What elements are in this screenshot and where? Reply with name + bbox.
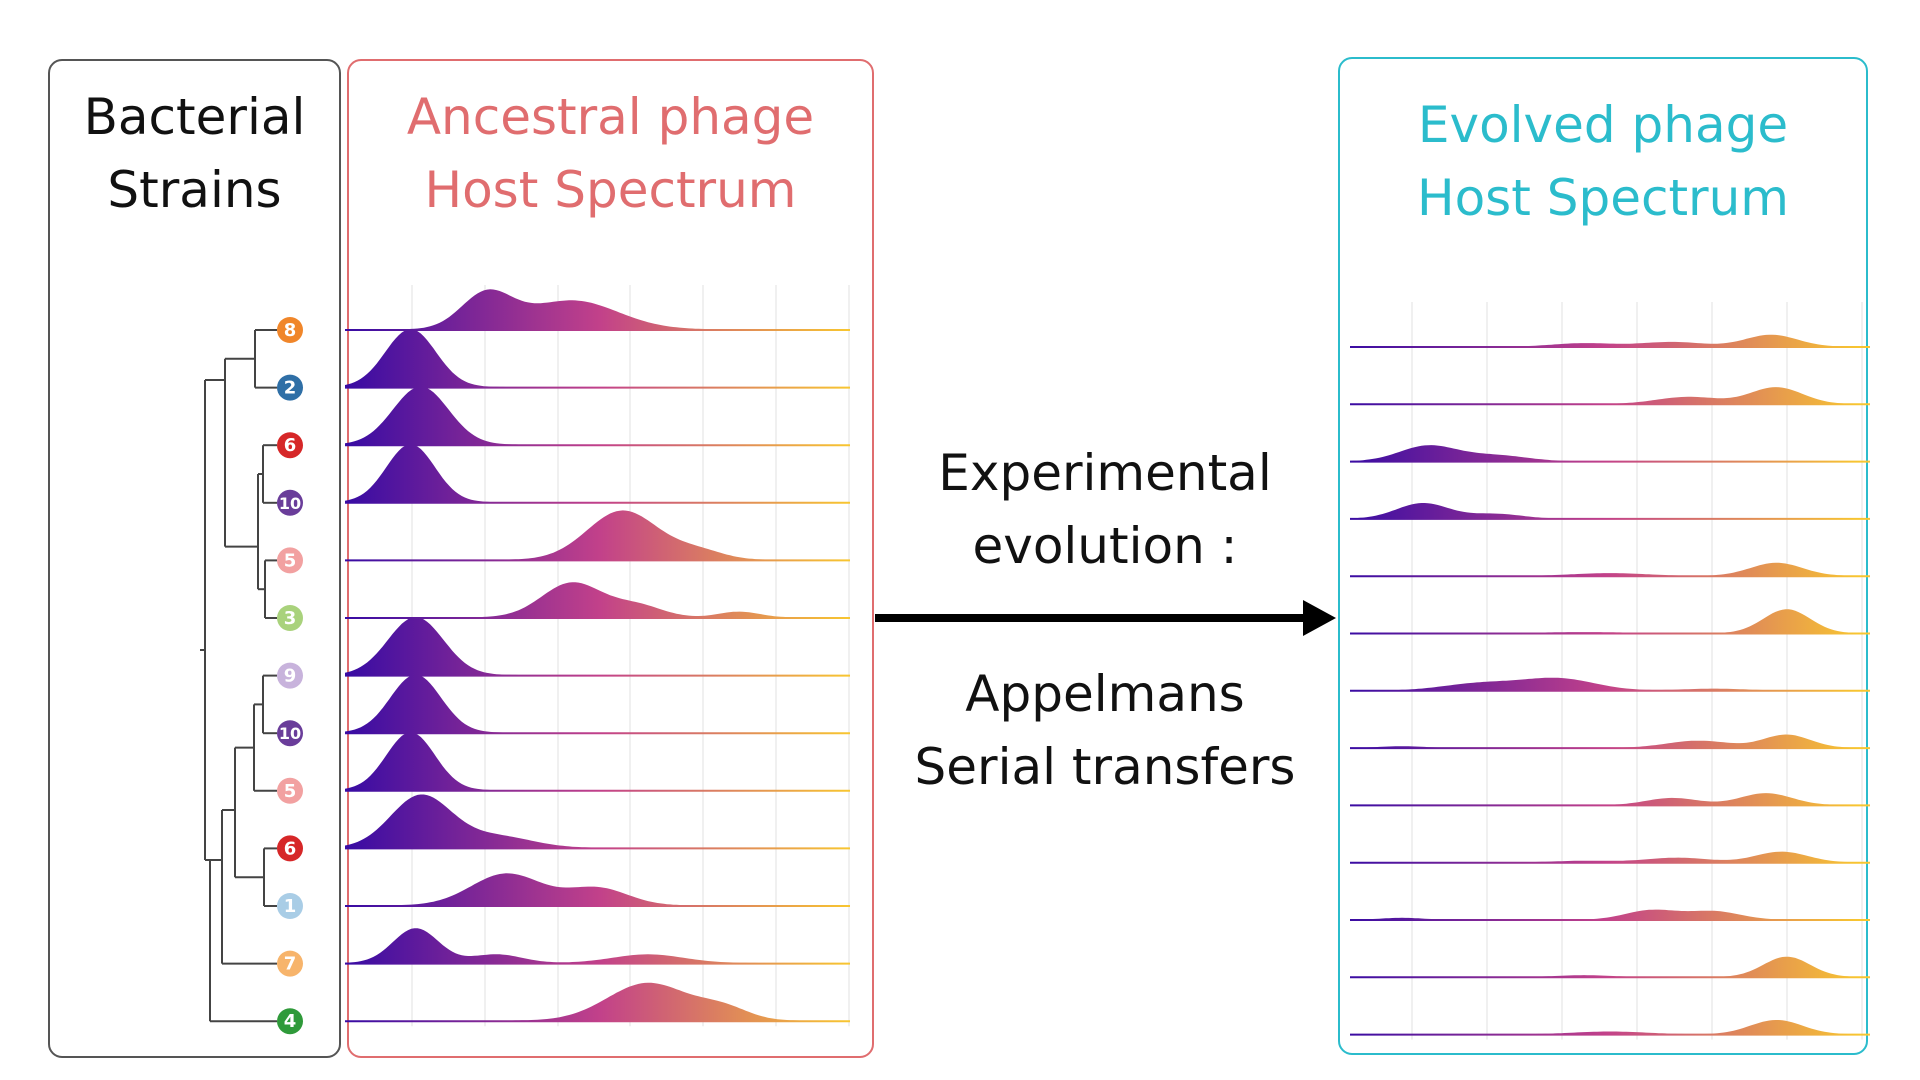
density-ridge (345, 674, 850, 734)
strain-badge-label: 7 (284, 954, 297, 975)
strain-badge: 4 (277, 1008, 303, 1035)
density-ridge (345, 873, 850, 906)
strain-badge-label: 5 (284, 550, 297, 571)
strain-badge: 3 (277, 605, 303, 631)
phylogenetic-tree (200, 329, 277, 1023)
strain-badge-circle (277, 605, 303, 631)
density-ridge (1350, 793, 1870, 806)
strain-badge-label: 2 (284, 378, 297, 399)
strain-badge-circle (277, 432, 303, 459)
strain-badge-label: 3 (284, 608, 297, 629)
density-ridge (345, 982, 850, 1022)
strain-badge: 10 (277, 489, 303, 516)
strain-badge-circle (277, 1008, 303, 1035)
strain-badge: 9 (277, 662, 303, 689)
arrow-label-bottom: Appelmans Serial transfers (880, 658, 1330, 804)
strain-badge: 5 (277, 777, 303, 804)
strain-badge: 1 (277, 893, 303, 919)
density-ridge (1350, 909, 1870, 920)
strain-badge-label: 10 (279, 724, 301, 743)
evolved-ridgeline-chart (1350, 302, 1870, 1040)
strain-badge: 5 (277, 547, 303, 574)
density-ridge (345, 794, 850, 849)
strain-badge-label: 1 (284, 896, 297, 917)
evolved-title-line-2: Host Spectrum (1416, 169, 1790, 227)
arrow-label-top-line-2: evolution : (972, 517, 1238, 575)
density-ridge (1350, 445, 1870, 462)
evolution-arrow (875, 600, 1336, 636)
strain-badge: 8 (277, 317, 303, 343)
density-ridge (345, 510, 850, 561)
strain-badge-circle (277, 662, 303, 689)
ancestral-ridgeline-chart (345, 285, 850, 1027)
evolved-title-line-1: Evolved phage (1417, 96, 1789, 154)
density-ridge (345, 732, 850, 791)
strain-badge: 6 (277, 432, 303, 459)
strain-badge-circle (277, 950, 303, 977)
strains-title: Bacterial Strains (50, 81, 339, 227)
strains-title-line-2: Strains (107, 161, 282, 219)
evolved-title: Evolved phage Host Spectrum (1340, 89, 1866, 235)
density-ridge (1350, 609, 1870, 634)
strain-badge-circle (277, 374, 303, 401)
density-ridge (345, 386, 850, 446)
strain-badge-circle (277, 547, 303, 574)
strain-badge: 6 (277, 835, 303, 862)
arrow-label-bottom-line-2: Serial transfers (914, 738, 1296, 796)
strains-title-line-1: Bacterial (83, 88, 306, 146)
density-ridge (345, 617, 850, 676)
strain-badge-label: 6 (284, 838, 297, 859)
density-ridge (345, 289, 850, 330)
strain-badge: 2 (277, 374, 303, 401)
strain-badge-label: 10 (279, 494, 301, 513)
ancestral-title-line-2: Host Spectrum (424, 161, 797, 219)
arrow-label-top-line-1: Experimental (938, 444, 1272, 502)
strain-badge-circle (277, 720, 303, 747)
density-ridge (1350, 562, 1870, 577)
arrow-label-top: Experimental evolution : (880, 437, 1330, 583)
density-ridge (1350, 851, 1870, 863)
strain-badges: 8 2 6 10 5 3 9 10 5 6 1 7 4 (277, 317, 303, 1035)
arrow-label-bottom-line-1: Appelmans (965, 665, 1245, 723)
density-ridge (1350, 334, 1870, 347)
density-ridge (345, 582, 850, 618)
strain-badge-label: 4 (284, 1011, 297, 1032)
arrow-head-icon (1303, 600, 1336, 636)
density-ridge (1350, 1020, 1870, 1035)
strain-badge-circle (277, 893, 303, 919)
ancestral-title-line-1: Ancestral phage (406, 88, 815, 146)
strain-badge-label: 8 (284, 320, 297, 341)
density-ridge (345, 329, 850, 388)
strain-badge-circle (277, 835, 303, 862)
strain-badge-circle (277, 777, 303, 804)
ancestral-title: Ancestral phage Host Spectrum (349, 81, 872, 227)
strain-badge: 10 (277, 720, 303, 747)
density-ridge (1350, 956, 1870, 978)
evolved-panel: Evolved phage Host Spectrum (1338, 57, 1868, 1055)
strain-badge-circle (277, 317, 303, 343)
strain-badge: 7 (277, 950, 303, 977)
strain-badge-circle (277, 489, 303, 516)
strain-badge-label: 5 (284, 781, 297, 802)
density-ridge (1350, 677, 1870, 691)
density-ridge (1350, 503, 1870, 519)
density-ridge (1350, 734, 1870, 749)
strain-badge-label: 6 (284, 435, 297, 456)
density-ridge (345, 928, 850, 964)
density-ridge (1350, 387, 1870, 405)
density-ridge (345, 444, 850, 503)
strain-badge-label: 9 (284, 666, 297, 687)
